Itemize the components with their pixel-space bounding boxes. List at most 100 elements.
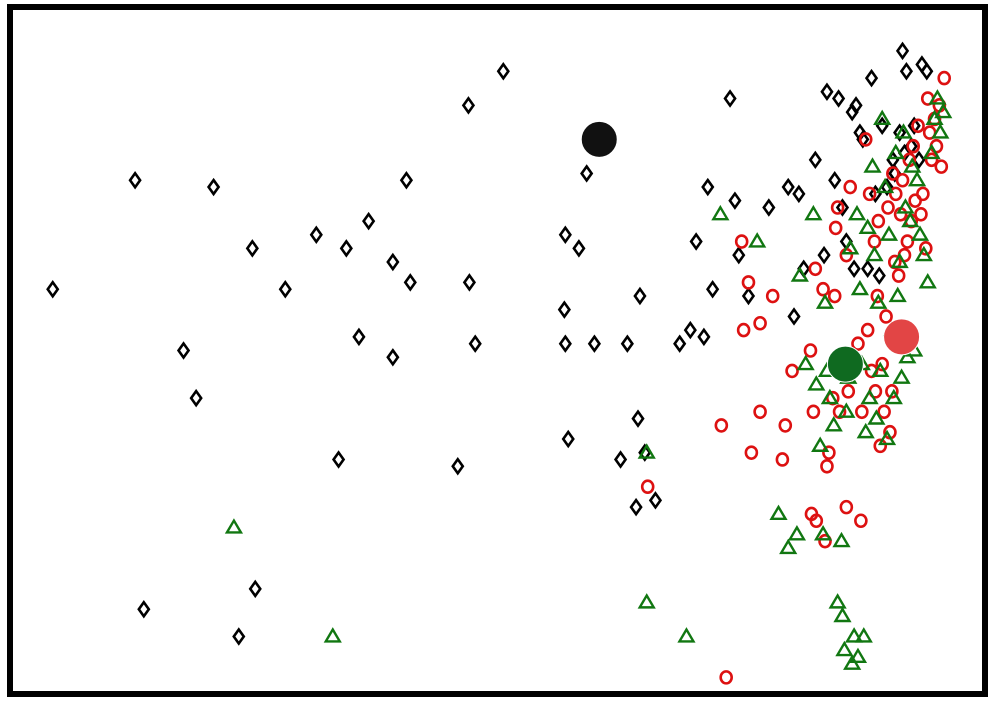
- circle-point: [862, 186, 877, 202]
- diamond-point: [558, 225, 572, 244]
- triangle-point: [847, 204, 867, 221]
- diamond-point: [723, 89, 737, 108]
- triangle-point: [865, 245, 884, 262]
- diamond-point: [620, 334, 634, 353]
- circle-point: [753, 315, 767, 331]
- circle-point: [924, 152, 939, 168]
- diamond-point: [781, 177, 795, 197]
- circle-point: [860, 322, 875, 338]
- circle-point: [873, 438, 888, 454]
- triangle-point: [796, 354, 815, 371]
- triangle-point: [677, 627, 696, 643]
- diamond-point: [907, 116, 921, 136]
- circle-point: [934, 159, 949, 174]
- diamond-point: [762, 198, 776, 217]
- diamond-point: [741, 286, 756, 306]
- circle-point: [778, 418, 793, 433]
- circle-point: [854, 513, 868, 529]
- diamond-point: [899, 62, 914, 81]
- triangle-point: [224, 518, 244, 534]
- triangle-point: [879, 225, 899, 241]
- diamond-point: [46, 279, 60, 299]
- diamond-point: [893, 123, 907, 142]
- diamond-point: [248, 579, 262, 599]
- triangle-point: [323, 627, 342, 643]
- diamond-point: [849, 96, 863, 115]
- diamond-point: [864, 68, 879, 88]
- diamond-point: [189, 388, 203, 408]
- diamond-point: [587, 334, 601, 353]
- circle-point: [640, 479, 655, 495]
- triangle-point: [931, 123, 950, 139]
- diamond-point: [561, 429, 575, 449]
- circle-point: [744, 445, 759, 460]
- triangle-point: [854, 627, 873, 643]
- diamond-point: [629, 497, 643, 517]
- triangle-point: [769, 504, 788, 521]
- circle-point: [877, 404, 891, 420]
- triangle-point: [637, 443, 656, 459]
- circle-point: [765, 288, 780, 304]
- diamond-point: [895, 41, 910, 61]
- diamond-point: [232, 627, 246, 646]
- triangle-point: [901, 211, 920, 228]
- circle-point: [886, 166, 900, 181]
- circle-point: [914, 207, 928, 222]
- diamond-point: [631, 409, 645, 428]
- circle-point: [918, 241, 933, 256]
- diamond-point: [701, 177, 715, 197]
- triangle-point: [886, 143, 905, 160]
- centroid-point: [883, 318, 921, 356]
- circle-point: [785, 363, 799, 379]
- diamond-point: [648, 491, 663, 510]
- triangle-point: [871, 361, 890, 378]
- circle-point: [855, 404, 869, 420]
- triangle-point: [877, 429, 897, 446]
- triangle-point: [884, 388, 903, 405]
- triangle-point: [869, 293, 888, 309]
- triangle-point: [914, 245, 933, 262]
- triangle-point: [837, 402, 856, 418]
- circle-point: [900, 234, 915, 249]
- diamond-point: [468, 334, 482, 353]
- triangle-point: [748, 232, 767, 248]
- triangle-point: [907, 170, 927, 187]
- diamond-point: [137, 600, 151, 619]
- circle-point: [881, 200, 895, 215]
- triangle-point: [813, 525, 833, 541]
- diamond-point: [403, 273, 417, 292]
- triangle-point: [807, 375, 826, 391]
- diamond-point: [572, 239, 586, 258]
- circle-point: [818, 533, 832, 549]
- triangle-point: [910, 225, 930, 241]
- circle-point: [816, 281, 830, 297]
- data-marks: [46, 41, 953, 685]
- triangle-point: [828, 593, 847, 609]
- diamond-point: [872, 266, 886, 285]
- triangle-point: [779, 538, 798, 555]
- circle-point: [753, 404, 767, 420]
- triangle-point: [815, 293, 835, 309]
- triangle-point: [860, 388, 879, 405]
- circle-point: [830, 200, 845, 215]
- circle-point: [804, 506, 819, 522]
- triangle-point: [934, 102, 953, 119]
- triangle-point: [844, 627, 864, 643]
- triangle-point: [850, 279, 870, 296]
- triangle-point: [867, 409, 886, 425]
- centroid-point: [580, 120, 618, 158]
- triangle-point: [903, 157, 922, 173]
- circle-point: [843, 179, 858, 195]
- diamond-point: [557, 300, 571, 319]
- diamond-point: [278, 279, 292, 299]
- circle-point: [888, 186, 903, 202]
- triangle-point: [811, 436, 830, 452]
- triangle-point: [876, 177, 895, 194]
- triangle-point: [848, 647, 868, 664]
- triangle-point: [711, 204, 730, 221]
- triangle-point: [804, 204, 823, 221]
- circle-point: [841, 384, 856, 399]
- circle-point: [851, 336, 865, 351]
- triangle-point: [841, 238, 860, 255]
